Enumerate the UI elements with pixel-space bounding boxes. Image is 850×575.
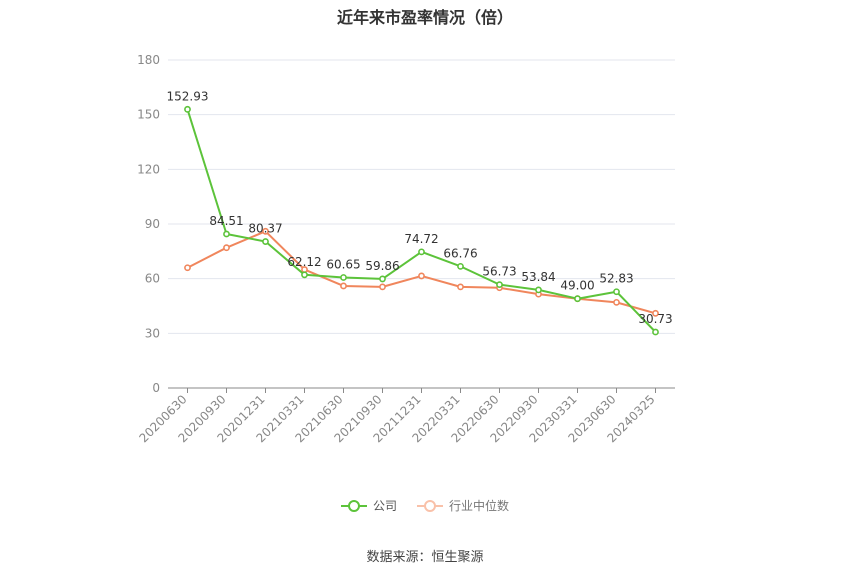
data-point xyxy=(613,298,620,306)
data-point xyxy=(613,288,620,296)
data-point xyxy=(223,230,230,238)
y-tick-label: 180 xyxy=(137,53,160,67)
line-chart: 0306090120150180202006302020093020201231… xyxy=(137,53,675,445)
data-label: 53.84 xyxy=(521,270,555,284)
chart-legend: 公司 行业中位数 xyxy=(0,497,850,514)
legend-item-company[interactable]: 公司 xyxy=(340,497,397,514)
data-label: 62.12 xyxy=(287,255,321,269)
data-point xyxy=(418,272,425,280)
data-label: 59.86 xyxy=(365,259,399,273)
data-source: 数据来源：恒生聚源 xyxy=(366,550,484,565)
legend-label-industry-median: 行业中位数 xyxy=(449,499,510,513)
data-point xyxy=(574,295,581,303)
legend-marker-industry-median xyxy=(417,499,443,513)
data-point xyxy=(457,262,464,270)
data-label: 60.65 xyxy=(326,257,360,271)
data-point xyxy=(184,264,191,272)
data-label: 66.76 xyxy=(443,246,477,260)
legend-marker-company xyxy=(340,499,367,513)
data-point xyxy=(652,328,659,336)
data-point xyxy=(418,248,425,256)
y-tick-label: 30 xyxy=(145,326,160,340)
chart-title: 近年来市盈率情况（倍） xyxy=(336,8,513,27)
data-label: 49.00 xyxy=(560,279,594,293)
y-tick-label: 60 xyxy=(145,272,160,286)
data-point xyxy=(652,309,659,317)
y-tick-label: 150 xyxy=(137,108,160,122)
data-label: 52.83 xyxy=(599,272,633,286)
legend-item-industry-median[interactable]: 行业中位数 xyxy=(417,497,509,514)
data-label: 152.93 xyxy=(167,89,209,103)
data-point xyxy=(184,105,191,113)
data-point xyxy=(379,283,386,291)
data-point xyxy=(340,282,347,290)
data-label: 74.72 xyxy=(404,232,438,246)
data-label: 80.37 xyxy=(248,222,282,236)
y-tick-label: 90 xyxy=(145,217,160,231)
data-point xyxy=(262,238,269,245)
y-tick-label: 120 xyxy=(137,162,160,176)
data-point xyxy=(262,227,269,235)
data-label: 30.73 xyxy=(638,312,672,326)
data-point xyxy=(223,244,230,252)
data-point xyxy=(535,286,542,294)
data-label: 84.51 xyxy=(209,214,243,228)
data-point xyxy=(301,271,308,279)
data-point xyxy=(379,275,386,283)
data-point xyxy=(496,281,503,289)
y-tick-label: 0 xyxy=(152,381,160,395)
data-label: 56.73 xyxy=(482,265,516,279)
data-point xyxy=(340,274,347,281)
data-point xyxy=(457,283,464,291)
legend-label-company: 公司 xyxy=(372,499,397,513)
